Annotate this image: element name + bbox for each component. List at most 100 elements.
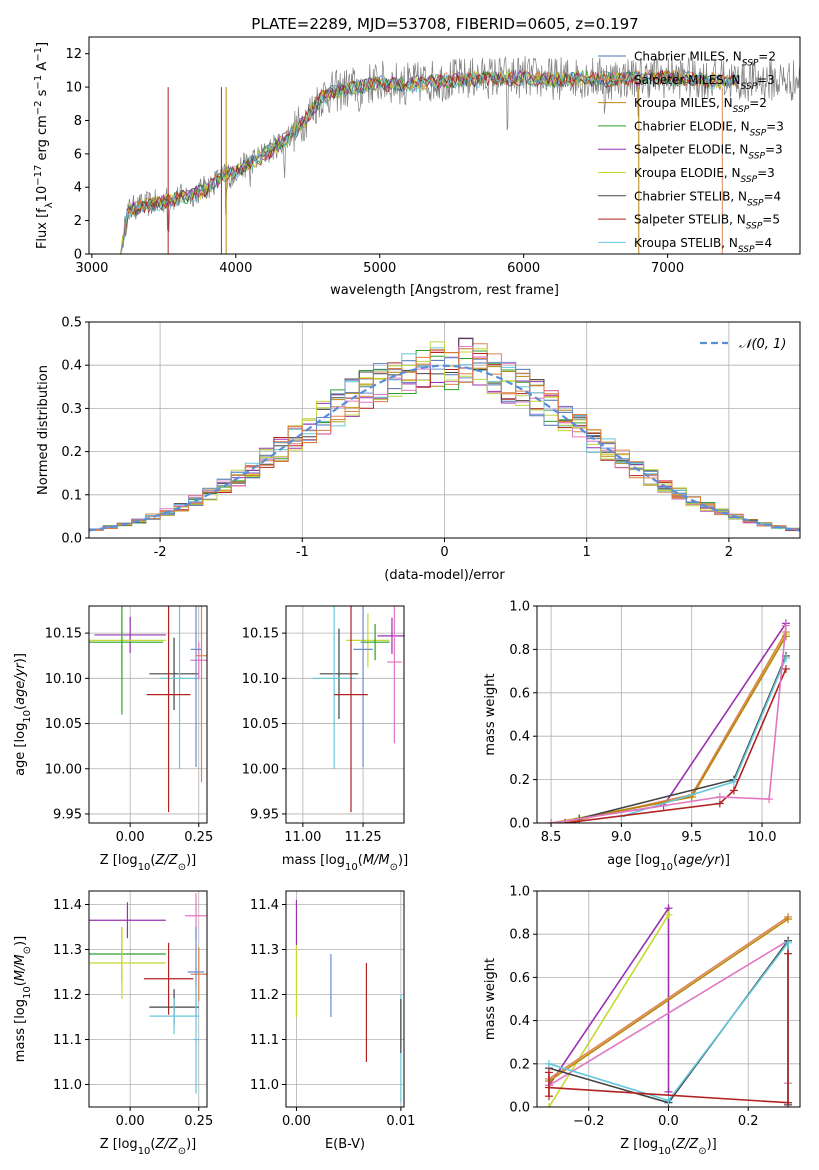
- y-tick-label: 10.10: [242, 672, 279, 687]
- x-tick-label: 0: [440, 545, 448, 560]
- label-part: age [log: [13, 723, 28, 776]
- label-part: )]: [186, 1137, 196, 1152]
- legend-text: =3: [757, 73, 775, 87]
- y-tick-label: 11.1: [250, 1033, 279, 1048]
- legend-sub: SSP: [741, 175, 758, 185]
- x-tick-label: 10.0: [748, 830, 777, 845]
- label-part: ⊙: [178, 1146, 186, 1157]
- x-tick-label: 0.01: [386, 1114, 415, 1129]
- y-tick-label: 11.4: [53, 898, 82, 913]
- x-tick-label: 2: [725, 545, 733, 560]
- y-tick-label: 8: [74, 114, 82, 129]
- label-part: ⊙: [22, 946, 33, 954]
- x-tick-label: -1: [296, 545, 309, 560]
- panel-residuals: -2 -1 0 1 2 0.0 0.1 0.2 0.3 0.4 0.5 𝒩(0, 1) (data-mo…: [36, 316, 801, 583]
- label-part: )]: [398, 853, 408, 868]
- label-part: (: [150, 1137, 155, 1152]
- y-tick-label: 6: [74, 147, 82, 162]
- y-tick-label: 11.0: [250, 1078, 279, 1093]
- plot-area: [89, 337, 800, 533]
- legend-text: Salpeter MILES, N: [634, 73, 741, 87]
- legend-label: Kroupa MILES, NSSP=2: [634, 96, 767, 115]
- x-tick-label: 9.0: [611, 830, 632, 845]
- label-part: (: [673, 853, 678, 868]
- x-tick-label: 5000: [363, 261, 396, 276]
- y-tick-label: 10.05: [242, 717, 279, 732]
- legend-sub: SSP: [742, 59, 759, 69]
- y-tick-label: 0.8: [509, 643, 530, 658]
- label-part: (: [150, 853, 155, 868]
- series-line: [548, 918, 789, 1082]
- series-line: [550, 622, 787, 823]
- y-tick-label: 11.2: [250, 988, 279, 1003]
- label-part: 10: [22, 986, 33, 999]
- y-tick-label: 10.10: [45, 672, 82, 687]
- spectrum-model-line: [120, 70, 739, 254]
- series-line: [550, 625, 787, 823]
- y-tick-label: 0.6: [509, 971, 530, 986]
- label-part: 10: [35, 186, 50, 203]
- axes-frame: [88, 605, 208, 824]
- series-line: [579, 635, 787, 820]
- y-tick-label: 11.4: [250, 898, 279, 913]
- label-part: 10: [138, 862, 151, 873]
- label-part: 10: [138, 1146, 151, 1157]
- y-tick-label: 11.2: [53, 988, 82, 1003]
- y-axis-label: mass weight: [483, 958, 498, 1040]
- label-part: ⊙: [390, 862, 398, 873]
- y-tick-label: 1.0: [509, 600, 530, 615]
- axes-frame: [285, 605, 405, 824]
- label-part: Z [log: [620, 1137, 658, 1152]
- y-tick-label: 11.3: [53, 943, 82, 958]
- x-tick-label: -2: [154, 545, 167, 560]
- legend-text: =2: [758, 50, 776, 64]
- y-tick-label: 2: [74, 214, 82, 229]
- legend-text: =2: [749, 96, 767, 110]
- label-part: (: [671, 1137, 676, 1152]
- legend: 𝒩(0, 1): [700, 337, 786, 352]
- legend-sub: SSP: [738, 245, 755, 255]
- legend-text: Salpeter ELODIE, N: [634, 143, 748, 157]
- legend-text: Chabrier ELODIE, N: [634, 119, 750, 133]
- label-part: Z/Z: [155, 853, 179, 868]
- legend-sub: SSP: [747, 198, 764, 208]
- x-tick-label: 0.25: [184, 1114, 213, 1129]
- y-tick-label: 10.05: [45, 717, 82, 732]
- label-part: s: [35, 89, 50, 100]
- legend-text: =5: [762, 213, 780, 227]
- label-part: mass [log: [282, 853, 345, 868]
- figure-title: PLATE=2289, MJD=53708, FIBERID=0605, z=0…: [251, 15, 638, 33]
- axes-frame: [285, 890, 405, 1108]
- plot-area: [89, 606, 207, 813]
- label-part: )]: [13, 653, 28, 663]
- panel-mass_weight_vs_age: 8.5 9.0 9.5 10.0 0.0 0.2 0.4 0.6 0.8 1.0 age [log1…: [483, 600, 801, 873]
- y-tick-label: 11.0: [53, 1078, 82, 1093]
- legend-label: Salpeter ELODIE, NSSP=3: [634, 143, 783, 162]
- legend-text: Kroupa ELODIE, N: [634, 166, 741, 180]
- x-axis-label: age [log10(age/yr)]: [607, 853, 730, 873]
- label-part: Z/Z: [675, 1137, 699, 1152]
- label-part: λ: [44, 202, 55, 208]
- label-part: Z [log: [100, 1137, 138, 1152]
- legend-text: =3: [757, 166, 775, 180]
- legend-text: =4: [754, 236, 772, 250]
- y-axis-label: Normed distribution: [36, 365, 51, 495]
- y-tick-label: 10: [65, 81, 82, 96]
- legend-text: Kroupa STELIB, N: [634, 236, 738, 250]
- x-axis-label: mass [log10(M/M⊙)]: [282, 853, 408, 873]
- label-part: )]: [13, 936, 28, 946]
- y-tick-label: 4: [74, 181, 82, 196]
- y-axis-label: mass [log10(M/M⊙)]: [13, 936, 33, 1062]
- y-tick-label: 9.95: [53, 807, 82, 822]
- x-axis-label: Z [log10(Z/Z⊙)]: [100, 1137, 197, 1157]
- legend-text: =3: [765, 143, 783, 157]
- y-tick-label: 0.0: [61, 532, 82, 547]
- plot-area: [547, 619, 790, 823]
- legend-text: Salpeter STELIB, N: [634, 213, 746, 227]
- label-part: 10: [345, 862, 358, 873]
- x-tick-label: 9.5: [681, 830, 702, 845]
- y-tick-label: 10.15: [242, 627, 279, 642]
- y-tick-label: 0.1: [61, 488, 82, 503]
